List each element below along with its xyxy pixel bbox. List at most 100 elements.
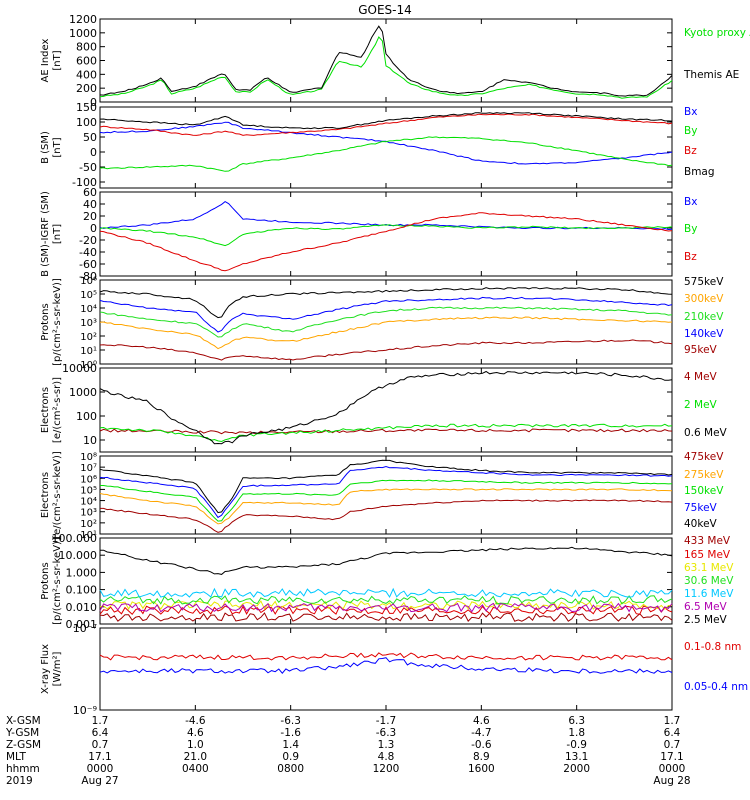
- y-tick-label: 0: [90, 222, 97, 235]
- footer-row-label: Z-GSM: [6, 739, 41, 751]
- y-axis-label: [p/(cm²-s-sr-keV)]: [52, 537, 63, 625]
- footer-cell: 1.0: [187, 739, 204, 751]
- legend-entry: By: [684, 223, 697, 235]
- y-axis-label: Protons: [40, 303, 51, 340]
- footer-cell: -0.6: [471, 739, 492, 751]
- legend-entry: Bz: [684, 145, 697, 157]
- y-tick-label: 10⁵: [80, 290, 97, 301]
- legend-entry: 0.05-0.4 nm: [684, 681, 748, 693]
- y-axis-label: [nT]: [52, 137, 63, 157]
- legend-entry: Bz: [684, 251, 697, 263]
- footer-cell: 1.3: [378, 739, 395, 751]
- footer-cell: 4.8: [378, 751, 395, 763]
- footer-cell: -4.7: [471, 727, 492, 739]
- footer-row-label: 2019: [6, 775, 33, 787]
- y-tick-label: 10⁴: [80, 304, 97, 315]
- footer-cell: 1.7: [92, 715, 109, 727]
- y-axis-label: [W/m²]: [52, 651, 63, 686]
- y-axis-label: X-ray Flux: [40, 644, 51, 694]
- series-line-0-05-0-4-nm: [99, 657, 673, 674]
- legend-entry: 6.5 MeV: [684, 601, 728, 613]
- footer-cell: 6.4: [92, 727, 109, 739]
- legend-entry: 275keV: [684, 469, 724, 481]
- series-line-by: [99, 136, 673, 172]
- y-tick-label: 10¹: [80, 346, 97, 357]
- y-tick-label: 10⁰: [80, 360, 97, 371]
- panel-2: -100 -50 0 50 100 150 B (SM) [nT] Bx By Bz Bmag: [40, 101, 715, 189]
- y-tick-label: 10⁷: [80, 463, 97, 474]
- panel-frame: [99, 367, 673, 453]
- y-tick-label: 10⁻⁹: [73, 704, 97, 717]
- footer-cell: 1.7: [664, 715, 681, 727]
- footer-cell: -1.6: [280, 727, 301, 739]
- y-tick-label: 100.000: [52, 532, 98, 545]
- y-axis-label: [p/(cm²-s-sr-keV)]: [52, 278, 63, 366]
- y-tick-label: -100: [72, 176, 97, 189]
- y-tick-label: 10¹: [80, 530, 97, 541]
- series-line-165-mev: [99, 605, 673, 616]
- legend-entry: 95keV: [684, 344, 718, 356]
- footer-cell: 0.7: [664, 739, 681, 751]
- y-tick-label: 0.001: [66, 618, 98, 631]
- panel-frame: [99, 106, 673, 189]
- footer-cell: 0400: [182, 763, 209, 775]
- y-tick-label: 0: [90, 96, 97, 109]
- footer-cell: 4.6: [187, 727, 204, 739]
- y-tick-label: 10⁴: [80, 497, 97, 508]
- footer-cell: 0.9: [282, 751, 299, 763]
- series-line-210kev: [99, 306, 673, 338]
- footer-cell: 1.4: [282, 739, 299, 751]
- legend-entry: 11.6 MeV: [684, 588, 734, 600]
- y-tick-label: -60: [79, 258, 97, 271]
- y-axis-label: Protons: [40, 562, 51, 599]
- legend-entry: 210keV: [684, 311, 724, 323]
- footer-row-label: Y-GSM: [5, 727, 39, 739]
- footer-cell: 8.9: [473, 751, 490, 763]
- series-line-bz: [99, 113, 673, 136]
- footer-cell: Aug 28: [653, 775, 690, 787]
- footer-ephemeris-table: X-GSMY-GSMZ-GSMMLThhmm20191.76.40.717.10…: [5, 715, 691, 787]
- footer-row-label: hhmm: [6, 763, 40, 775]
- y-tick-label: 100: [76, 116, 97, 129]
- y-tick-label: -50: [79, 161, 97, 174]
- y-tick-label: 800: [76, 41, 97, 54]
- series-line-themis-ae: [99, 25, 673, 97]
- legend-entry: 0.1-0.8 nm: [684, 641, 741, 653]
- footer-cell: 0000: [87, 763, 114, 775]
- footer-cell: 0000: [659, 763, 686, 775]
- y-tick-label: 10: [83, 434, 97, 447]
- footer-cell: 6.3: [568, 715, 585, 727]
- y-tick-label: -20: [79, 234, 97, 247]
- panel-frame: [99, 191, 673, 277]
- series-line-bmag: [99, 112, 673, 130]
- footer-cell: 13.1: [565, 751, 588, 763]
- series-line-4-mev: [99, 428, 673, 435]
- panel-8: 10⁻⁹ 10⁻⁷ X-ray Flux [W/m²] 0.1-0.8 nm 0.05-0…: [40, 622, 748, 717]
- footer-cell: Aug 27: [81, 775, 118, 787]
- y-axis-label: B (SM)-IGRF (SM): [40, 191, 51, 277]
- y-tick-label: 10⁻⁷: [73, 622, 97, 635]
- y-tick-label: 400: [76, 68, 97, 81]
- y-tick-label: 60: [83, 186, 97, 199]
- y-axis-label: [e/(cm²-s-sr)]: [52, 377, 63, 443]
- legend-entry: 2.5 MeV: [684, 614, 728, 626]
- series-line-575kev: [99, 287, 673, 319]
- series-line-bz: [99, 212, 673, 272]
- y-tick-label: 1000: [69, 386, 97, 399]
- series-line-275kev: [99, 488, 673, 525]
- series-line-2-5-mev: [100, 546, 673, 575]
- legend-entry: 63.1 MeV: [684, 562, 734, 574]
- panel-4: 10⁰ 10¹ 10² 10³ 10⁴ 10⁵ 10⁶ Protons [p/(cm²-s-sr…: [40, 276, 724, 371]
- footer-cell: 4.6: [473, 715, 490, 727]
- y-tick-label: 10000: [62, 362, 97, 375]
- series-line-30-6-mev: [99, 595, 673, 605]
- footer-cell: 17.1: [88, 751, 111, 763]
- y-tick-label: 10³: [80, 318, 97, 329]
- series-line-11-6-mev: [99, 587, 673, 599]
- series-line-75kev: [99, 465, 673, 519]
- legend-entry: Bmag: [684, 166, 715, 178]
- series-line-2-mev: [99, 423, 673, 443]
- footer-cell: 1600: [468, 763, 495, 775]
